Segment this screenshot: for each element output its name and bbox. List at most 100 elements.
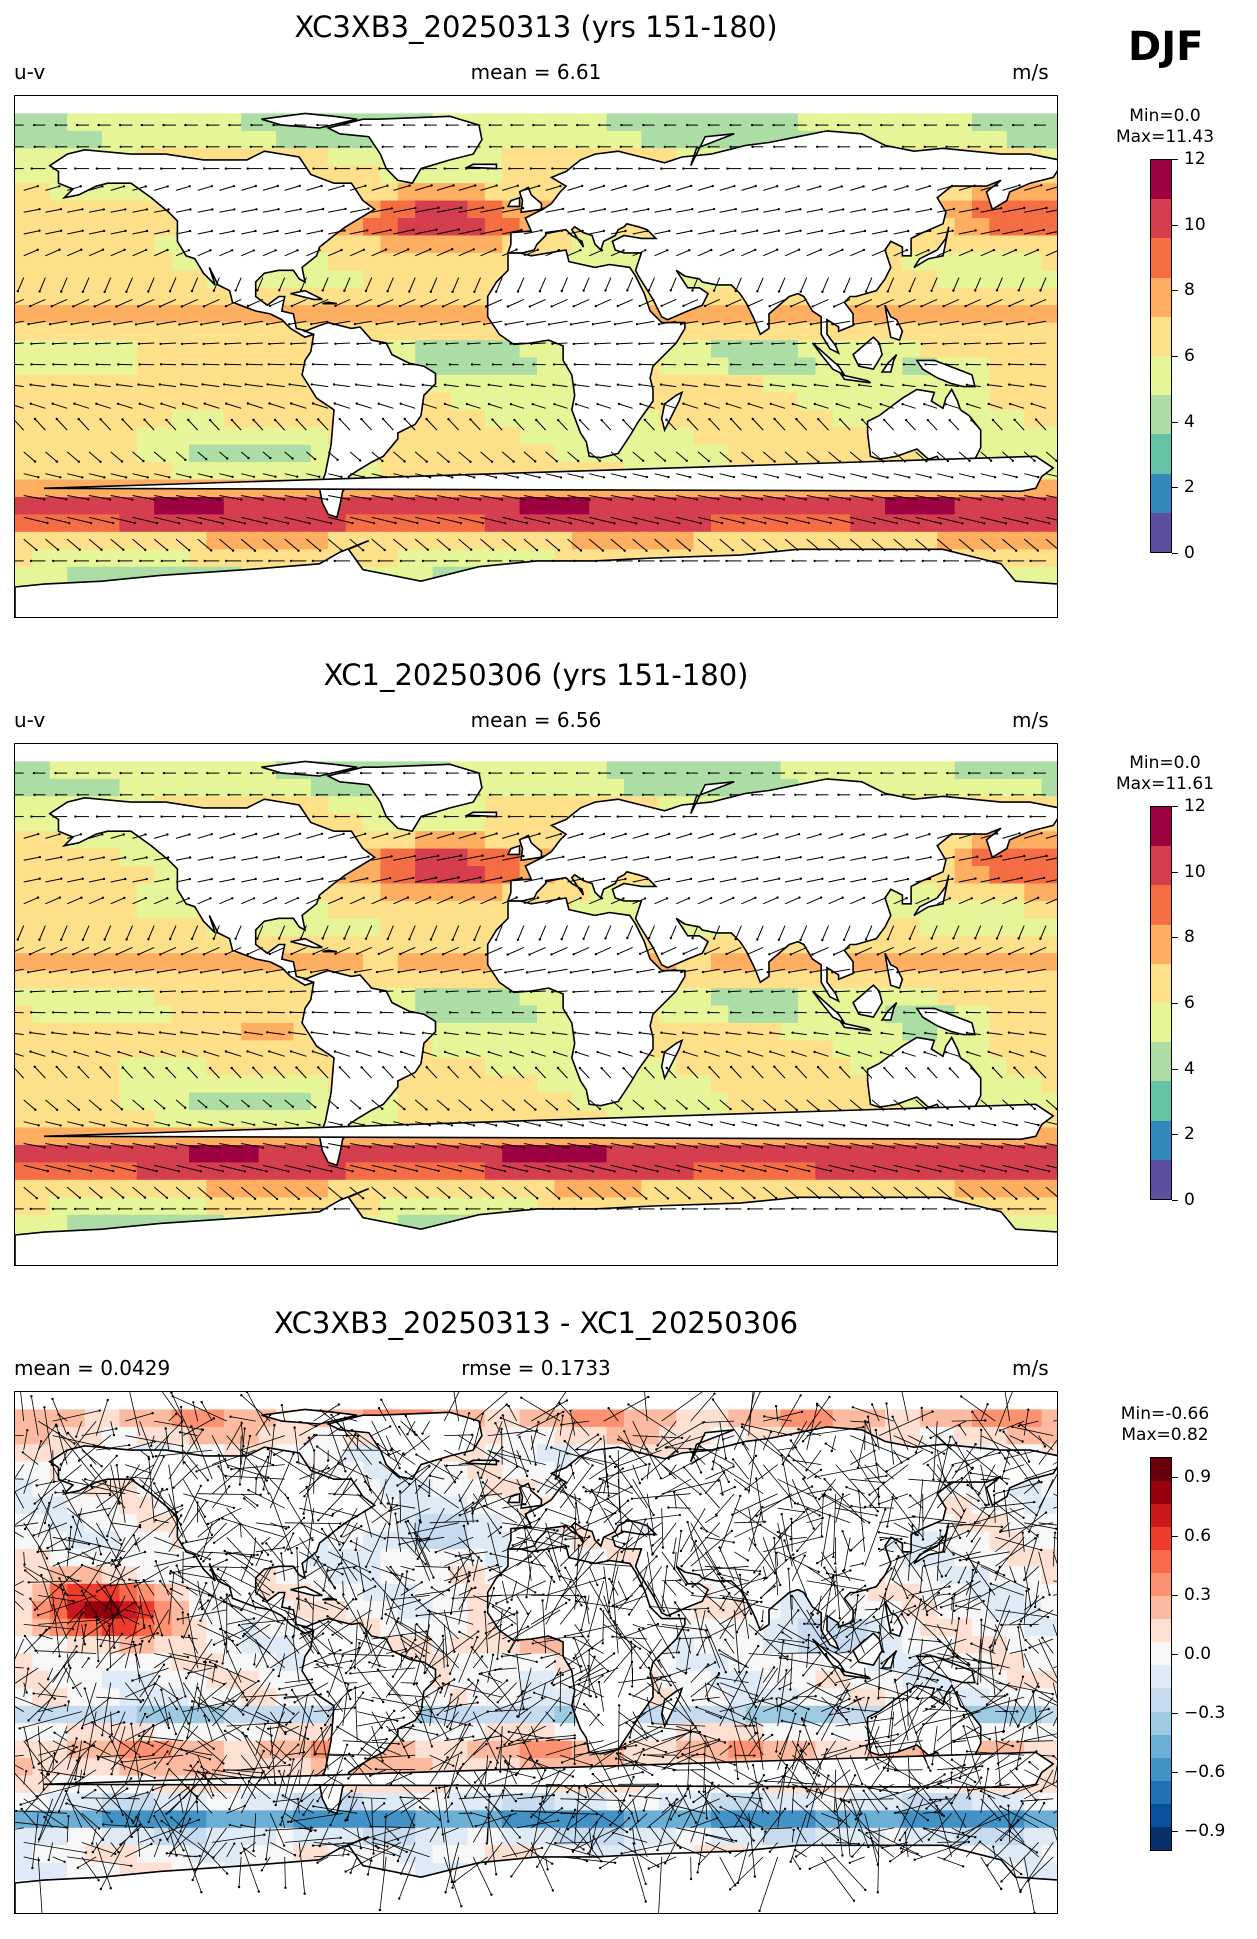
colorbar-segment [1151,1780,1171,1804]
land-mass [689,781,735,815]
colorbar-tick-mark [1172,421,1178,423]
land-mass [866,1035,982,1119]
world-map [15,1392,1057,1913]
land-mass [322,949,338,953]
panel3-max-text: Max=0.82 [1121,1425,1209,1445]
colorbar-segment [1151,1757,1171,1781]
colorbar-tick-label: 0.6 [1184,1525,1212,1546]
panel3-min-text: Min=-0.66 [1120,1404,1210,1424]
panel1-right-label: m/s [1012,60,1049,84]
land-mass [915,1007,976,1036]
land-mass [486,249,686,459]
panel1-title: XC3XB3_20250313 (yrs 151-180) [294,10,778,44]
land-mass [290,937,323,949]
colorbar-segment [1151,1081,1171,1121]
colorbar-segment [1151,1504,1171,1528]
land-mass [486,1545,686,1755]
land-mass [884,952,904,990]
land-mass [261,112,358,129]
land-mass [884,1600,904,1638]
colorbar-segment [1151,1619,1171,1643]
colorbar-segment [1151,1642,1171,1666]
colorbar-tick-mark [1172,1068,1178,1070]
colorbar-segment [1151,238,1171,278]
land-mass [866,387,982,471]
panel1-colorbar [1150,159,1172,553]
world-map [15,112,1057,617]
colorbar-segment [1151,1803,1171,1827]
colorbar-segment [1151,1711,1171,1735]
colorbar-tick-mark [1172,356,1178,357]
colorbar-tick-label: 4 [1184,1058,1195,1079]
land-mass [689,133,735,167]
colorbar-tick-mark [1172,1713,1178,1715]
colorbar-tick-label: 2 [1184,477,1195,498]
land-mass [518,1482,543,1510]
colorbar-tick-label: 0 [1184,1190,1195,1210]
colorbar-tick-label: 0.3 [1184,1584,1212,1605]
panel3-title: XC3XB3_20250313 - XC1_20250306 [273,1306,799,1340]
colorbar-tick-label: 10 [1184,214,1206,235]
land-mass [261,760,358,777]
panel3-center-label: rmse = 0.1733 [461,1356,611,1380]
colorbar-tick-mark [1172,487,1178,489]
wind-vectors [15,1392,1057,1913]
colorbar-segment [1151,1596,1171,1620]
land-mass [506,1492,521,1504]
panel1-center-label: mean = 6.61 [470,60,602,84]
world-map [15,760,1057,1265]
colorbar-tick-mark [1172,1476,1178,1478]
colorbar-tick-label: 8 [1184,280,1195,301]
panel1-min-text: Min=0.0 [1129,106,1201,126]
panel2-center-label: mean = 6.56 [470,708,602,732]
panel1-max-text: Max=11.43 [1115,127,1215,147]
season-label: DJF [1128,24,1204,70]
colorbar-tick-label: 6 [1184,346,1195,366]
colorbar-segment [1151,277,1171,317]
colorbar-tick-mark [1172,224,1178,226]
colorbar-segment [1151,807,1171,847]
panel3-right-label: m/s [1012,1356,1049,1380]
land-mass [839,373,871,384]
colorbar-tick-mark [1172,1831,1178,1833]
colorbar-segment [1151,1458,1171,1482]
land-mass [518,834,543,862]
colorbar-tick-mark [1172,553,1178,554]
land-mass [884,304,904,342]
colorbar-tick-mark [1172,1134,1178,1136]
colorbar-segment [1151,1481,1171,1505]
land-mass [913,874,950,917]
colorbar-segment [1151,1826,1171,1850]
colorbar-segment [1151,512,1171,552]
colorbar-tick-label: 0.0 [1184,1644,1212,1664]
land-mass [915,359,976,388]
land-mass [839,1669,871,1680]
land-mass [15,1187,1057,1265]
land-mass [811,990,847,1025]
land-mass [852,336,883,370]
land-mass [506,196,521,208]
colorbar-tick-label: 0 [1184,543,1195,563]
colorbar-tick-label: −0.6 [1184,1762,1226,1783]
colorbar-segment [1151,924,1171,964]
colorbar-segment [1151,395,1171,435]
colorbar-segment [1151,316,1171,356]
colorbar-segment [1151,1573,1171,1597]
land-mass [464,163,498,170]
panel2-map [14,743,1058,1266]
colorbar-segment [1151,1665,1171,1689]
colorbar-tick-mark [1172,1594,1178,1596]
colorbar-segment [1151,963,1171,1003]
land-mass [913,226,950,269]
colorbar-tick-label: 0.9 [1184,1466,1212,1487]
panel3-left-label: mean = 0.0429 [14,1356,171,1380]
panel3-colorbar [1150,1457,1172,1851]
land-mass [43,455,1055,493]
panel1-left-label: u-v [14,60,46,84]
panel2-title: XC1_20250306 (yrs 151-180) [323,658,749,692]
colorbar-segment [1151,355,1171,396]
colorbar-tick-mark [1172,1654,1178,1655]
panel2-colorbar [1150,806,1172,1200]
colorbar-segment [1151,1159,1171,1199]
colorbar-tick-mark [1172,159,1178,160]
